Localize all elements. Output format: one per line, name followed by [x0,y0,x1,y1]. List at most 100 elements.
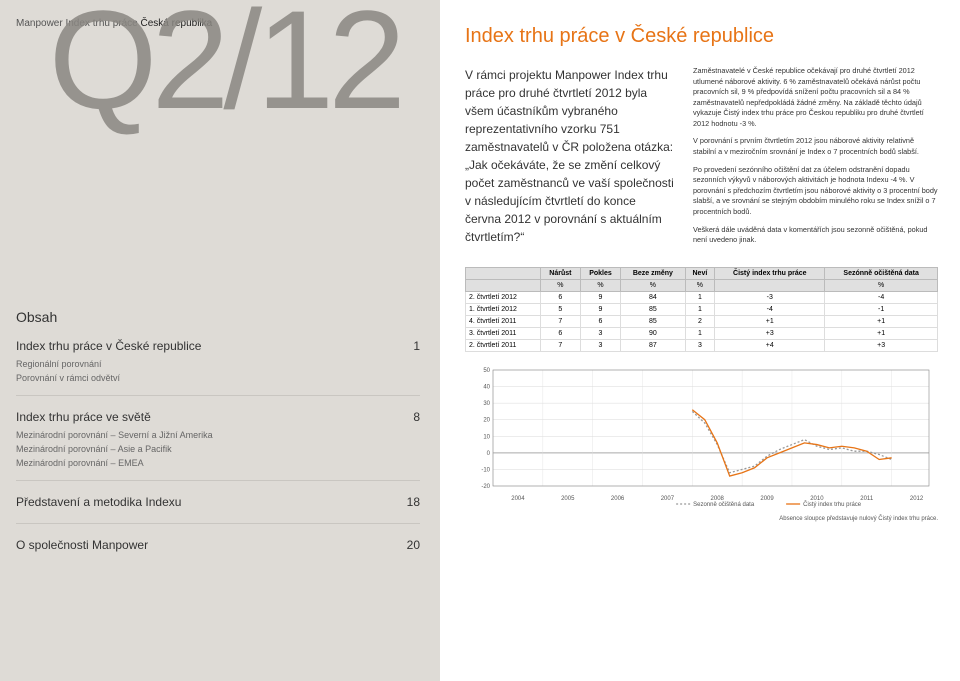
table-cell: 3 [580,339,620,351]
table-unit: % [825,279,938,291]
table-cell: 87 [621,339,685,351]
toc-main-row: O společnosti Manpower 20 [16,534,420,556]
data-table: NárůstPoklesBeze změnyNevíČistý index tr… [465,267,938,352]
table-cell: 9 [580,291,620,303]
table-cell: 2. čtvrtletí 2012 [466,291,541,303]
svg-text:50: 50 [483,368,490,374]
svg-text:Čistý index trhu práce: Čistý index trhu práce [803,501,862,508]
table-cell: -4 [825,291,938,303]
table-cell: 3 [580,327,620,339]
table-row: 1. čtvrtletí 201259851-4-1 [466,303,938,315]
table-cell: 1. čtvrtletí 2012 [466,303,541,315]
svg-text:2006: 2006 [611,496,625,502]
body-paragraph: Veškerá dále uváděná data v komentářích … [693,225,938,246]
svg-text:2007: 2007 [661,496,675,502]
svg-text:Sezonně očištěná data: Sezonně očištěná data [693,502,755,508]
toc-page-number: 1 [413,339,420,353]
table-cell: 6 [540,291,580,303]
toc-page-number: 18 [407,495,420,509]
toc-main-row: Představení a metodika Indexu 18 [16,491,420,513]
table-unit: % [580,279,620,291]
toc-sub-item: Mezinárodní porovnání – Severní a Jižní … [16,428,420,442]
toc-group: Index trhu práce ve světě8Mezinárodní po… [16,395,420,470]
toc-main-label: O společnosti Manpower [16,538,148,552]
table-header: Neví [685,267,715,279]
table-cell: +3 [825,339,938,351]
table-row: 4. čtvrtletí 201176852+1+1 [466,315,938,327]
table-cell: 1 [685,303,715,315]
body-paragraph: Zaměstnavatelé v České republice očekáva… [693,66,938,129]
svg-text:0: 0 [487,451,491,457]
svg-text:-20: -20 [481,484,490,490]
svg-text:-10: -10 [481,467,490,473]
chart-footnote: Absence sloupce představuje nulový Čistý… [465,516,938,522]
toc-group: Index trhu práce v České republice 1 Regio… [16,335,420,385]
line-chart: -20-100102030405020042005200620072008200… [465,364,938,514]
svg-text:10: 10 [483,434,490,440]
toc-main-label: Index trhu práce v České republice [16,339,201,353]
table-cell: +3 [715,327,825,339]
body-text: Zaměstnavatelé v České republice očekáva… [693,66,938,253]
table-cell: -3 [715,291,825,303]
svg-text:2004: 2004 [511,496,525,502]
table-cell: 2. čtvrtletí 2011 [466,339,541,351]
table-header: Nárůst [540,267,580,279]
toc-main-row: Index trhu práce ve světě8 [16,406,420,428]
toc-sub-item: Mezinárodní porovnání – Asie a Pacifik [16,442,420,456]
svg-text:30: 30 [483,401,490,407]
svg-text:2011: 2011 [860,496,874,502]
table-cell: 85 [621,315,685,327]
toc-sub-item: Porovnání v rámci odvětví [16,371,420,385]
toc-sub-item: Regionální porovnání [16,357,420,371]
svg-text:2005: 2005 [561,496,575,502]
svg-text:2009: 2009 [760,496,774,502]
table-cell: 7 [540,339,580,351]
toc-main-label: Představení a metodika Indexu [16,495,181,509]
toc: Obsah Index trhu práce v České republice… [16,309,420,556]
table-cell: -1 [825,303,938,315]
table-row: 3. čtvrtletí 201163901+3+1 [466,327,938,339]
table-cell: 6 [540,327,580,339]
body-paragraph: V porovnání s prvním čtvrtletím 2012 jso… [693,136,938,157]
toc-main-label: Index trhu práce ve světě [16,410,151,424]
page-title: Index trhu práce v České republice [465,25,938,48]
table-cell: 7 [540,315,580,327]
table-cell: 5 [540,303,580,315]
table-cell: 3. čtvrtletí 2011 [466,327,541,339]
table-cell: +1 [825,315,938,327]
left-panel: Manpower Index trhu práce Česká republik… [0,0,440,681]
right-panel: Index trhu práce v České republice V rám… [440,0,960,681]
table-unit: % [621,279,685,291]
table-header: Pokles [580,267,620,279]
quarter-label: Q2/12 [49,0,400,130]
table-unit [466,279,541,291]
table-cell: 9 [580,303,620,315]
table-unit: % [685,279,715,291]
toc-title: Obsah [16,309,420,325]
table-cell: 4. čtvrtletí 2011 [466,315,541,327]
table-cell: 6 [580,315,620,327]
table-unit: % [540,279,580,291]
table-cell: 90 [621,327,685,339]
table-cell: 85 [621,303,685,315]
table-header: Čistý index trhu práce [715,267,825,279]
table-header [466,267,541,279]
toc-main-row: Index trhu práce v České republice 1 [16,335,420,357]
table-header: Sezónně očištěná data [825,267,938,279]
table-cell: +4 [715,339,825,351]
table-cell: 1 [685,291,715,303]
svg-text:2012: 2012 [910,496,924,502]
svg-text:40: 40 [483,384,490,390]
table-row: 2. čtvrtletí 201173873+4+3 [466,339,938,351]
body-paragraph: Po provedení sezónního očištění dat za ú… [693,165,938,218]
table-cell: 84 [621,291,685,303]
intro-columns: V rámci projektu Manpower Index trhu prá… [465,66,938,253]
table-cell: 3 [685,339,715,351]
table-row: 2. čtvrtletí 201269841-3-4 [466,291,938,303]
toc-group: O společnosti Manpower 20 [16,523,420,556]
svg-text:20: 20 [483,417,490,423]
table-header: Beze změny [621,267,685,279]
toc-page-number: 20 [407,538,420,552]
table-cell: -4 [715,303,825,315]
table-unit [715,279,825,291]
